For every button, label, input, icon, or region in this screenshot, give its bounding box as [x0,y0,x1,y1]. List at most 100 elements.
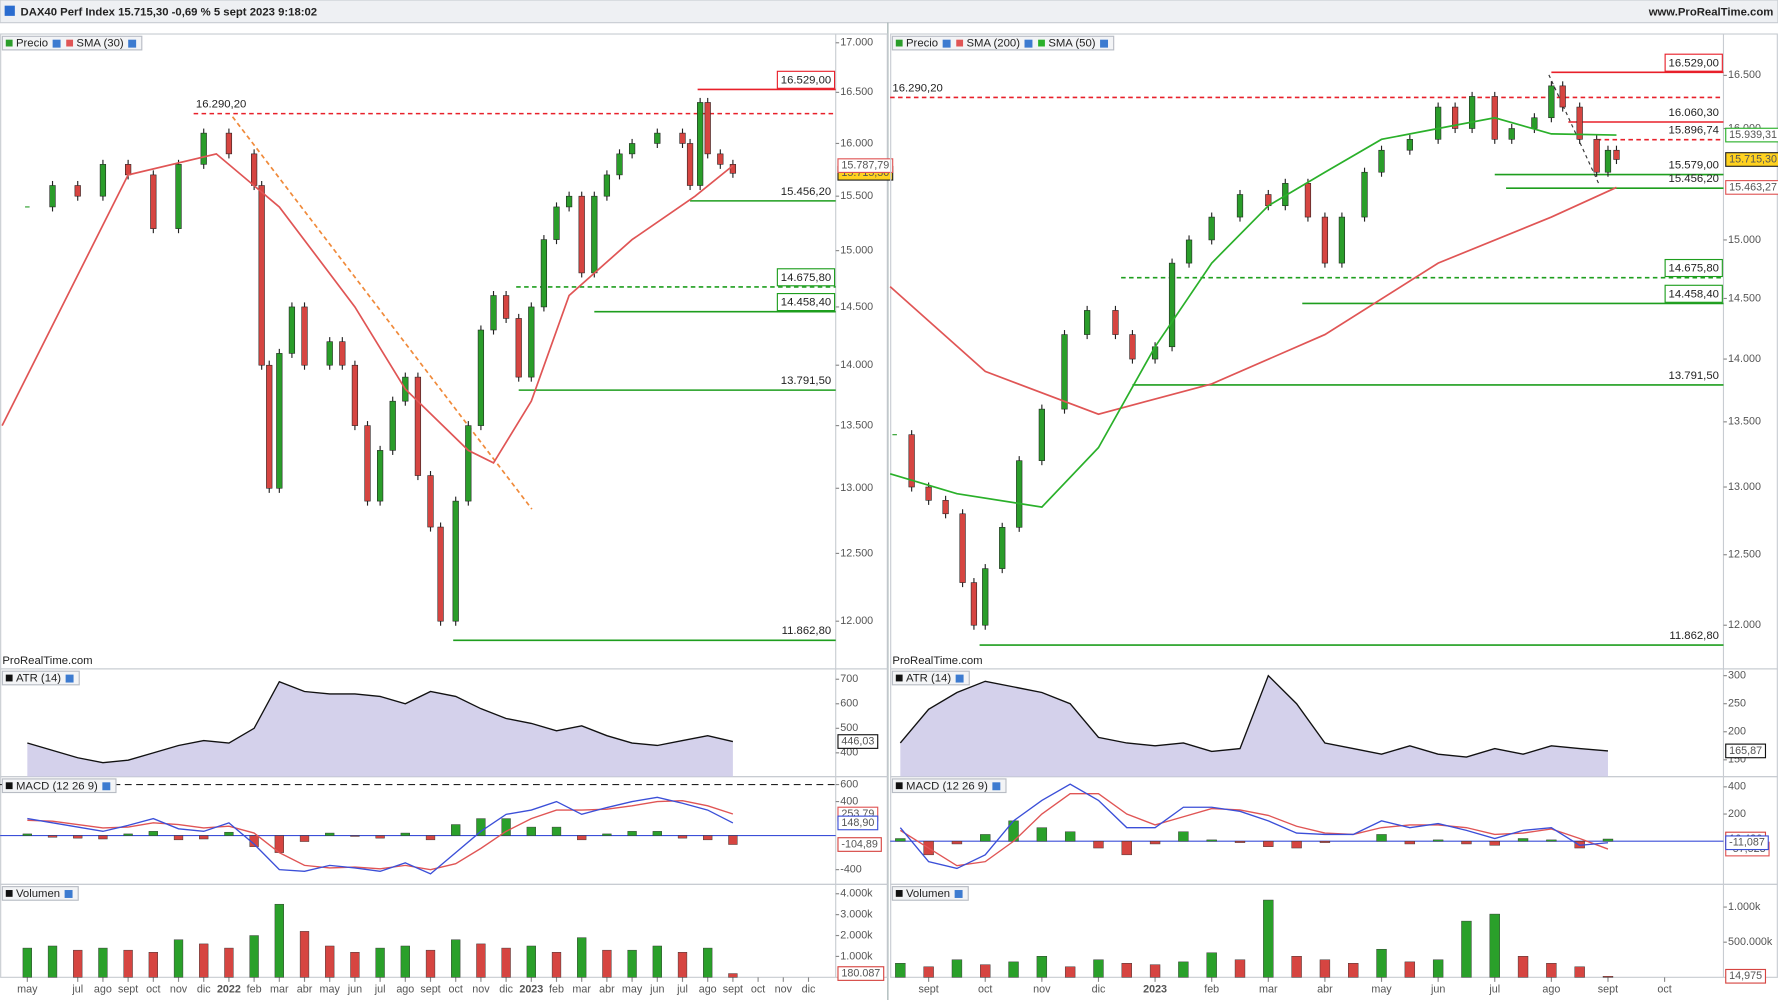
candle-body [389,400,396,451]
candle-body [1304,183,1312,218]
x-tick-label: sept [1598,984,1618,996]
axis-tag-box [837,158,894,174]
candle-body [515,318,522,378]
level-label-box [776,70,836,89]
candle-body [686,143,694,186]
x-tick-label: abr [297,984,313,996]
candle-body [74,185,81,197]
y-tick-label: -400 [840,863,862,875]
level-label-box [776,292,836,312]
legend-swatch [895,890,903,897]
legend-icon[interactable] [942,39,951,48]
x-tick-label: jul [676,984,688,996]
candle-body [628,143,636,155]
histogram-bar [577,835,587,841]
legend-swatch [1038,39,1045,47]
x-tick-label: abr [1317,984,1333,996]
x-tick-label: abr [599,984,615,996]
x-tick-label: may [622,984,643,996]
histogram-bar [173,835,184,841]
legend-icon[interactable] [52,39,61,48]
x-tick-label: mar [270,984,289,996]
pane-header [891,670,970,686]
histogram-bar [123,833,133,836]
x-tick-label: ago [396,984,414,996]
legend-entry: SMA (200) [966,38,1020,50]
legend-icon[interactable] [955,674,964,683]
y-tick-label: 12.500 [1728,549,1761,561]
y-tick-label: 15.000 [1728,234,1761,246]
x-tick-label: feb [549,984,564,996]
candle-body [1378,149,1385,173]
candle-body [1576,106,1583,140]
volume-bar [350,952,360,978]
candle-body [477,329,485,426]
legend-swatch [5,674,13,682]
volume-bar [1546,963,1557,978]
x-tick-label: dic [499,984,513,996]
candle-body [959,513,966,583]
candle-body [250,153,258,186]
legend-icon[interactable] [1100,39,1109,48]
volume-bar [627,949,637,978]
x-tick-label: dic [1092,984,1106,996]
legend-icon[interactable] [992,782,1001,791]
x-tick-label: feb [247,984,262,996]
level-label: 14.458,40 [1669,288,1719,300]
histogram-bar [375,835,385,839]
level-label-box [1664,53,1723,72]
x-tick-label: oct [146,984,160,996]
legend-icon[interactable] [1024,39,1033,48]
histogram-bar [728,835,738,845]
volume-bar [173,939,184,978]
legend-icon[interactable] [64,890,73,898]
level-label: 13.791,50 [781,375,831,387]
candle-body [1406,139,1413,151]
x-tick-label: jul [71,984,83,996]
candle-body [200,132,207,165]
x-tick-label: oct [978,984,992,996]
volume-bar [1234,959,1246,978]
level-label: 16.060,30 [1669,107,1719,119]
volume-bar [923,966,934,978]
histogram-bar [1404,841,1416,845]
candle-body [1338,216,1346,264]
volume-bar [1121,963,1132,978]
y-tick-label: 16.000 [840,137,873,149]
pane-header [1,778,117,794]
header-site[interactable]: www.ProRealTime.com [1648,6,1774,18]
macd-line [27,796,734,875]
candle-body [465,425,472,502]
level-label-box [1664,258,1723,278]
y-tick-label: 12.500 [840,547,873,559]
candle-body [1604,149,1612,173]
legend-icon[interactable] [65,674,74,683]
volume-bar [1348,963,1359,978]
histogram-bar [1093,841,1104,849]
level-label: 11.862,80 [1669,630,1719,642]
axis-tag: 15.939,31 [1729,129,1777,141]
legend-icon[interactable] [102,782,111,791]
level-label: 14.458,40 [781,297,831,309]
candle-body [1236,194,1244,218]
histogram-bar [1319,841,1331,843]
candle-body [1613,149,1620,160]
volume-bar [703,947,713,978]
histogram-bar [425,835,436,841]
level-label: 16.529,00 [781,74,831,86]
candle-body [1168,262,1176,348]
x-tick-label: ago [1542,984,1560,996]
candle-body [697,102,704,186]
x-tick-label: may [1371,984,1392,996]
candle-body [351,364,359,426]
y-tick-label: 13.000 [1728,481,1761,493]
legend-swatch [895,674,903,682]
header-title: DAX40 Perf Index 15.715,30 -0,69 % 5 sep… [21,6,318,18]
candle-body [1185,239,1193,264]
macd-line [899,792,1609,867]
volume-bar [299,931,310,978]
x-tick-label: nov [775,984,793,996]
legend-icon[interactable] [128,39,137,48]
legend-icon[interactable] [954,890,963,898]
level-label-box [776,268,836,287]
